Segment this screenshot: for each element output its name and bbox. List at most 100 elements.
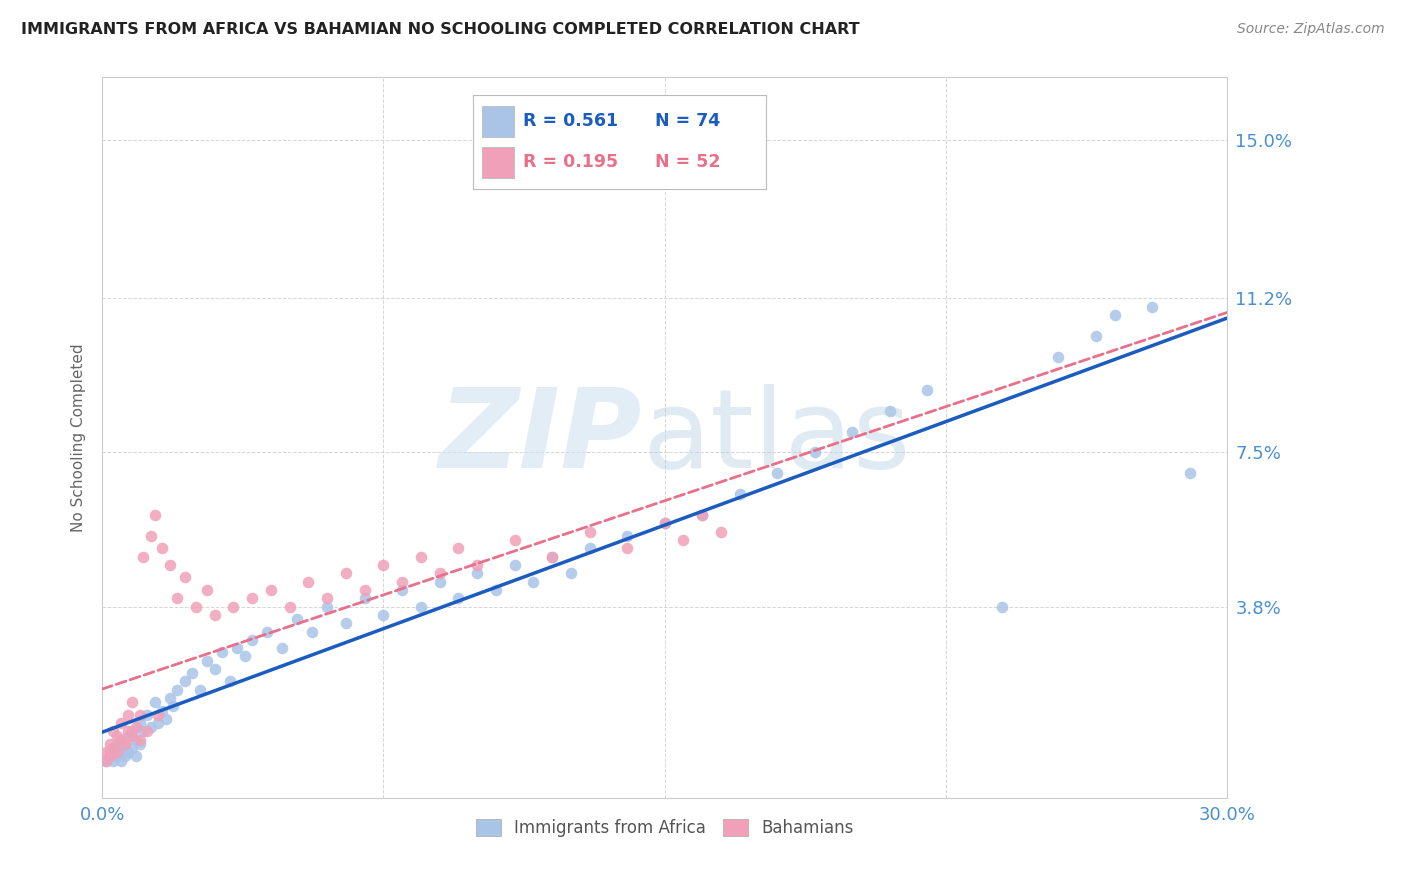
Point [503,533,526,547]
Point [465,566,488,581]
Point [125,749,148,764]
Point [915,383,938,397]
Point [353,591,375,606]
Point [110,732,132,747]
Point [136,707,159,722]
Point [128,716,150,731]
Point [1178,466,1201,480]
Point [162,699,184,714]
Y-axis label: No Schooling Completed: No Schooling Completed [72,343,86,533]
Point [117,707,139,722]
Point [1047,350,1070,364]
Point [728,487,751,501]
Point [391,574,413,589]
Point [690,508,713,522]
Point [447,541,470,556]
Point [105,729,128,743]
Point [1140,300,1163,314]
Point [335,616,357,631]
Point [204,607,226,622]
Point [578,524,600,539]
Point [879,403,901,417]
Point [181,666,204,681]
Point [121,729,143,743]
Legend: Immigrants from Africa, Bahamians: Immigrants from Africa, Bahamians [470,813,860,844]
Point [991,599,1014,614]
Point [155,712,177,726]
Point [616,529,638,543]
Point [110,745,132,759]
Text: ZIP: ZIP [439,384,643,491]
Point [98,749,121,764]
Point [301,624,323,639]
Point [485,582,508,597]
Point [429,574,451,589]
Point [188,682,211,697]
Point [503,558,526,572]
Point [240,632,263,647]
Point [136,724,159,739]
Point [578,541,600,556]
Point [409,549,432,564]
Text: IMMIGRANTS FROM AFRICA VS BAHAMIAN NO SCHOOLING COMPLETED CORRELATION CHART: IMMIGRANTS FROM AFRICA VS BAHAMIAN NO SC… [21,22,859,37]
Point [150,541,173,556]
Point [105,749,128,764]
Point [271,641,294,656]
Point [103,741,125,756]
Point [103,754,125,768]
Point [121,724,143,739]
Point [148,707,170,722]
Point [560,566,582,581]
Point [654,516,676,531]
Point [121,741,143,756]
Point [616,541,638,556]
Point [159,558,181,572]
Point [139,720,162,734]
Point [429,566,451,581]
Point [98,745,121,759]
Point [204,662,226,676]
Point [184,599,207,614]
Point [143,508,166,522]
Point [166,591,188,606]
Point [233,649,256,664]
Point [218,674,240,689]
Point [654,516,676,531]
Point [335,566,357,581]
Point [98,737,121,751]
Point [148,716,170,731]
Point [841,425,863,439]
Point [117,729,139,743]
Point [541,549,564,564]
Point [391,582,413,597]
Text: Source: ZipAtlas.com: Source: ZipAtlas.com [1237,22,1385,37]
Point [1104,308,1126,322]
Point [465,558,488,572]
Point [285,612,308,626]
Point [117,724,139,739]
Point [222,599,245,614]
Point [195,582,218,597]
Point [316,599,339,614]
Point [139,529,162,543]
Point [226,641,249,656]
Point [278,599,301,614]
Point [672,533,695,547]
Point [690,508,713,522]
Point [132,724,155,739]
Point [98,749,121,764]
Point [211,645,233,659]
Point [173,674,195,689]
Point [132,549,155,564]
Point [114,737,136,751]
Point [150,704,173,718]
Point [110,716,132,731]
Point [409,599,432,614]
Text: atlas: atlas [643,384,911,491]
Point [110,754,132,768]
Point [143,695,166,709]
Point [541,549,564,564]
Point [94,745,117,759]
Point [522,574,544,589]
Point [256,624,278,639]
